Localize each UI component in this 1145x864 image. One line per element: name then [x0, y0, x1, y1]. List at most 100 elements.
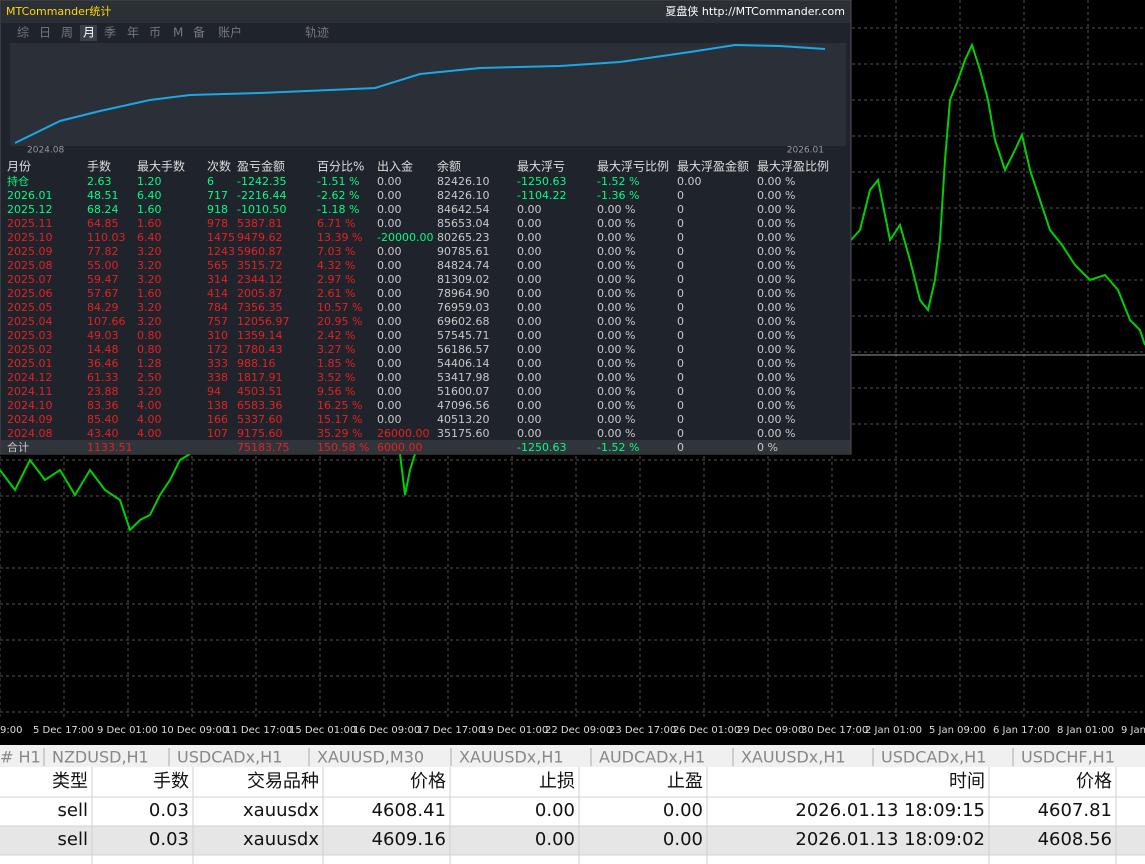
time-label: 19 Dec 01:00 — [481, 725, 548, 736]
period-tab[interactable]: 季 — [104, 26, 116, 40]
stats-cell: 84642.54 — [437, 203, 490, 216]
stats-cell: 5960.87 — [237, 245, 283, 258]
stats-cell: 2025.08 — [7, 259, 53, 272]
stats-cell: 0.00 % — [597, 413, 635, 426]
order-cell: 0.00 — [663, 829, 703, 850]
stats-cell: 1.85 % — [317, 357, 355, 370]
time-label: 15 Dec 01:00 — [289, 725, 356, 736]
period-tab[interactable]: 备 — [193, 26, 205, 40]
stats-cell: 0.00 — [517, 287, 542, 300]
stats-cell: 56186.57 — [437, 343, 490, 356]
orders-table: 类型 手数 交易品种 价格 止损 止盈 时间 价格 sell 0.03 xauusdx 4608.41… — [0, 767, 1145, 864]
period-tab[interactable]: 日 — [39, 26, 51, 40]
stats-cell: 59.47 — [87, 273, 119, 286]
chart-tab[interactable]: # H1 — [0, 748, 41, 767]
stats-cell: 0.00 % — [597, 259, 635, 272]
stats-cell: 2344.12 — [237, 273, 283, 286]
period-tab[interactable]: 周 — [61, 26, 73, 40]
order-cell: xauusdx — [243, 829, 319, 850]
period-tab[interactable]: 综 — [17, 26, 29, 40]
stats-cell: 3.52 % — [317, 371, 355, 384]
stats-cell: 2024.10 — [7, 399, 53, 412]
stats-cell: 0.00 — [377, 399, 402, 412]
panel-link[interactable]: 夏盘侠 http://MTCommander.com — [665, 4, 845, 18]
chart-tabs: # H1 NZDUSD,H1 USDCADx,H1 XAUUSD,M30 XAUUSDx… — [0, 748, 1115, 767]
stats-cell: -1104.22 — [517, 189, 566, 202]
stats-cell: -20000.00 — [377, 231, 433, 244]
stats-header: 次数 — [207, 159, 231, 174]
stats-header: 手数 — [87, 159, 111, 174]
stats-cell: 0.00 % — [597, 273, 635, 286]
order-cell: 0.00 — [535, 829, 575, 850]
stats-cell: 0.00 — [377, 301, 402, 314]
stats-cell: 107.66 — [87, 315, 126, 328]
stats-cell: 0.80 — [137, 343, 162, 356]
stats-cell: 84824.74 — [437, 259, 490, 272]
stats-cell: 2026.01 — [7, 189, 53, 202]
stats-cell: 166 — [207, 413, 228, 426]
stats-cell: 2025.12 — [7, 203, 53, 216]
stats-cell: 0 — [677, 343, 684, 356]
period-tab[interactable]: 年 — [127, 26, 139, 40]
period-tab[interactable]: 币 — [149, 26, 161, 40]
period-tab[interactable]: 轨迹 — [305, 26, 329, 40]
period-tab[interactable]: M — [173, 26, 183, 40]
stats-cell: 0.00 % — [597, 245, 635, 258]
period-tab[interactable]: 账户 — [218, 25, 242, 40]
order-header: 类型 — [52, 771, 88, 792]
period-tab[interactable]: 月 — [83, 26, 95, 40]
stats-cell: 0 — [677, 371, 684, 384]
stats-cell: 310 — [207, 329, 228, 342]
stats-cell: 0.00 % — [757, 357, 795, 370]
stats-cell: 0.00 % — [757, 329, 795, 342]
stats-cell: 16.25 % — [317, 399, 362, 412]
stats-cell: 76959.03 — [437, 301, 490, 314]
order-cell: 0.03 — [149, 829, 189, 850]
stats-cell: 0.00 — [517, 413, 542, 426]
stats-cell: 55.00 — [87, 259, 119, 272]
chart-tab[interactable]: XAUUSDx,H1 — [741, 748, 846, 767]
stats-cell: 314 — [207, 273, 228, 286]
stats-cell: 0.00 % — [597, 357, 635, 370]
stats-cell: 3.20 — [137, 315, 162, 328]
stats-cell: 35.29 % — [317, 427, 362, 440]
stats-cell: 85653.04 — [437, 217, 490, 230]
stats-cell: 2025.04 — [7, 315, 53, 328]
stats-cell: 3.20 — [137, 301, 162, 314]
stats-cell: 0 — [677, 245, 684, 258]
stats-cell: 36.46 — [87, 357, 119, 370]
stats-cell: 0.00 % — [597, 399, 635, 412]
stats-cell: 2025.01 — [7, 357, 53, 370]
stats-cell: -1250.63 — [517, 175, 566, 188]
stats-cell: 0.00 — [517, 315, 542, 328]
chart-tab[interactable]: XAUUSDx,H1 — [459, 748, 564, 767]
chart-tab[interactable]: XAUUSD,M30 — [317, 748, 424, 767]
stats-cell: 0.00 — [377, 259, 402, 272]
stats-cell: 1243 — [207, 245, 235, 258]
stats-cell: 757 — [207, 315, 228, 328]
stats-cell: 53417.98 — [437, 371, 490, 384]
chart-tab[interactable]: AUDCADx,H1 — [599, 748, 705, 767]
stats-cell: 0.00 — [377, 189, 402, 202]
chart-tab[interactable]: NZDUSD,H1 — [52, 748, 149, 767]
stats-cell: 2.61 % — [317, 287, 355, 300]
stats-cell: 0.00 — [517, 217, 542, 230]
stats-cell: -1.51 % — [317, 175, 359, 188]
stats-cell: 988.16 — [237, 357, 276, 370]
chart-tab[interactable]: USDCHF,H1 — [1021, 748, 1115, 767]
stats-cell: 138 — [207, 399, 228, 412]
stats-cell: 414 — [207, 287, 228, 300]
stats-cell: 5337.60 — [237, 413, 283, 426]
stats-cell: 43.40 — [87, 427, 119, 440]
stats-cell: 0 — [677, 217, 684, 230]
stats-cell: -1.36 % — [597, 189, 639, 202]
stats-cell: 3.20 — [137, 259, 162, 272]
stats-cell: 0.00 — [517, 357, 542, 370]
chart-tab[interactable]: USDCADx,H1 — [177, 748, 282, 767]
stats-cell: 48.51 — [87, 189, 119, 202]
stats-cell: 0.00 % — [597, 315, 635, 328]
stats-cell: 1359.14 — [237, 329, 283, 342]
stats-cell: 0 — [677, 273, 684, 286]
chart-tab[interactable]: USDCADx,H1 — [881, 748, 986, 767]
stats-cell: 40513.20 — [437, 413, 490, 426]
